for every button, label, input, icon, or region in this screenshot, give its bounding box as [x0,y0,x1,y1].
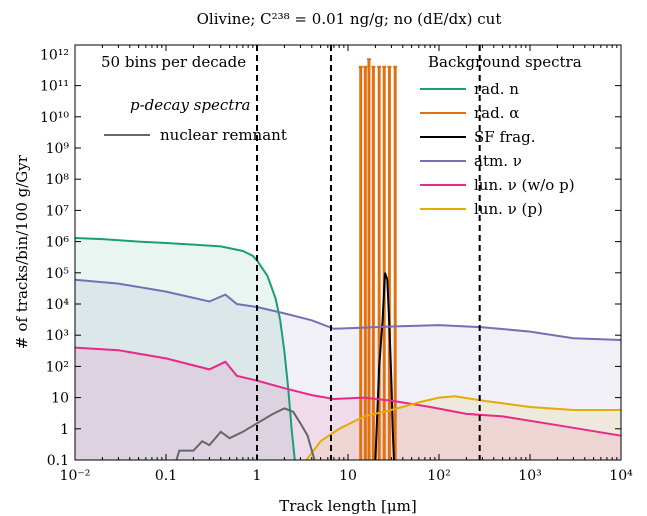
y-tick-label: 1 [60,422,69,438]
y-tick-label: 10¹¹ [40,79,69,95]
nuclear-remnant-line [175,407,316,461]
y-tick-label: 0.1 [47,453,69,469]
x-tick-label: 1 [253,468,262,484]
x-tick-label: 10⁴ [609,468,633,484]
y-axis-label: # of tracks/bin/100 g/Gyr [13,154,31,349]
legend-right-title: Background spectra [428,53,582,71]
lun-w-o-p-fill [75,347,621,460]
axis-ticks: 10⁻² 0.1 1 10 10² 10³ 10⁴0.111010²10³10⁴10⁵10⁶… [40,45,633,484]
sf-frag-line [374,272,395,461]
sf-frag-legend-label: SF frag. [474,128,536,146]
rad-legend-label: rad. α [474,104,519,122]
y-tick-label: 10⁵ [46,266,70,282]
rad-n-legend-label: rad. n [474,80,519,98]
y-tick-label: 10⁷ [46,203,70,219]
x-axis-label: Track length [μm] [279,497,416,515]
x-tick-label: 10² [427,468,450,484]
lun-p-line [305,395,621,461]
atm-line [74,278,622,341]
lun-w-o-p-line [74,346,622,437]
y-tick-label: 10³ [46,328,69,344]
y-tick-label: 10⁶ [46,235,70,251]
x-tick-label: 0.1 [155,468,177,484]
threshold-lines [256,45,481,460]
series-fills [75,238,621,460]
lun-w-o-p-legend-label: lun. ν (w/o p) [474,176,575,194]
legend-left: nuclear remnant [104,126,287,144]
legend-left-title: p-decay spectra [130,96,250,114]
y-tick-label: 10¹⁰ [40,110,69,126]
y-tick-label: 10⁹ [46,141,70,157]
atm-legend-label: atm. ν [474,152,522,170]
nuclear-remnant-legend-label: nuclear remnant [160,126,287,144]
chart-title: Olivine; C²³⁸ = 0.01 ng/g; no (dE/dx) cu… [197,10,502,28]
x-tick-label: 10 [339,468,357,484]
y-tick-label: 10² [46,359,69,375]
rad-n-line [74,237,296,461]
series-lines [74,58,622,461]
y-tick-label: 10⁸ [46,172,70,188]
y-tick-label: 10⁴ [46,297,70,313]
y-tick-label: 10¹² [40,47,69,63]
rad-n-fill [75,238,295,460]
x-tick-label: 10³ [518,468,541,484]
legend-right: rad. n rad. α SF frag. atm. ν lun. ν (w/o p)… [420,80,575,218]
bins-annotation: 50 bins per decade [101,53,246,71]
x-tick-label: 10⁻² [60,468,91,484]
y-tick-label: 10 [51,391,69,407]
lun-p-legend-label: lun. ν (p) [474,200,543,218]
